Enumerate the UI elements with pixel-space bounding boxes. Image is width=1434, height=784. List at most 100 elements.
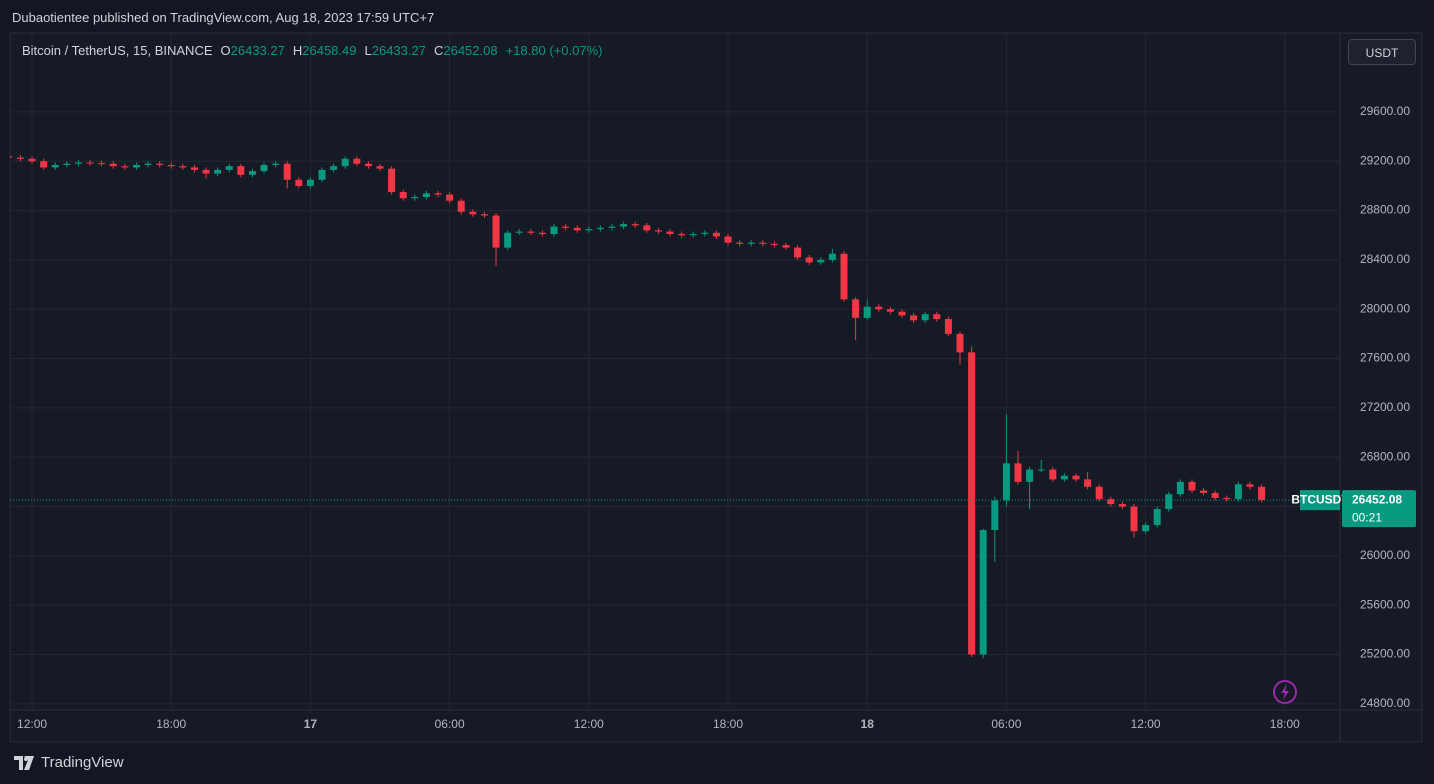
candle-body (330, 166, 338, 170)
candle-body (1060, 475, 1068, 480)
candle-body (260, 164, 268, 172)
candle-body (190, 167, 198, 170)
h-label: H (292, 43, 303, 58)
candle-body (770, 243, 778, 246)
alert-icon[interactable] (1273, 680, 1297, 704)
y-tick-label: 29200.00 (1360, 153, 1410, 167)
candle-body (1188, 481, 1196, 491)
candle-body (1223, 497, 1231, 500)
candle-body (886, 309, 894, 312)
candle-body (1258, 486, 1266, 501)
candle-body (631, 224, 639, 226)
x-tick-label: 12:00 (574, 717, 604, 731)
candle-body (86, 162, 94, 164)
candle-body (979, 529, 987, 655)
candle-body (376, 166, 384, 169)
candle-body (1200, 490, 1208, 493)
candle-body (573, 227, 581, 231)
y-tick-label: 25200.00 (1360, 647, 1410, 661)
y-tick-label: 27600.00 (1360, 351, 1410, 365)
candle-body (237, 166, 245, 175)
symbol-tag (1300, 490, 1340, 511)
candle-body (28, 158, 36, 162)
candle-body (736, 242, 744, 244)
candle-body (248, 171, 256, 175)
candle-body (364, 163, 372, 167)
h-value: 26458.49 (302, 43, 357, 58)
candle-body (422, 193, 430, 198)
ohlc-legend: Bitcoin / TetherUS, 15, BINANCE O 26433.2… (22, 43, 602, 58)
candle-body (98, 163, 106, 165)
candle-body (1211, 492, 1219, 498)
candle-body (840, 253, 848, 300)
candle-body (1095, 486, 1103, 500)
candle-body (457, 200, 465, 212)
candle-body (156, 163, 164, 165)
y-tick-label: 29600.00 (1360, 104, 1410, 118)
candle-body (434, 193, 442, 195)
brand-logo (14, 755, 34, 770)
candle-body (515, 231, 523, 233)
candle-body (1084, 479, 1092, 487)
y-tick-label: 28400.00 (1360, 252, 1410, 266)
candle-body (144, 163, 152, 165)
candle-body (411, 197, 419, 199)
symbol-tag-text: BTCUSDT (1291, 492, 1349, 506)
candle-body (527, 231, 535, 233)
candle-body (272, 163, 280, 165)
candle-body (1142, 525, 1150, 532)
candle-body (817, 259, 825, 263)
candle-body (63, 163, 71, 165)
candle-body (1153, 508, 1161, 526)
candle-body (1118, 504, 1126, 507)
chart-frame (9, 32, 1423, 743)
candle-body (1014, 463, 1022, 482)
brand: TradingView (14, 754, 124, 771)
candle-body (1026, 469, 1034, 482)
candle-body (109, 163, 117, 167)
candle-body (933, 314, 941, 320)
y-tick-label: 25600.00 (1360, 597, 1410, 611)
y-tick-label: 26000.00 (1360, 548, 1410, 562)
x-tick-label: 12:00 (1131, 717, 1161, 731)
candle-body (1130, 506, 1138, 532)
candle-body (480, 214, 488, 216)
candle-body (724, 236, 732, 243)
candle-body (875, 306, 883, 310)
candle-body (179, 166, 187, 168)
candle-body (782, 245, 790, 248)
candle-body (550, 226, 558, 235)
candle-body (504, 232, 512, 248)
candle-body (596, 227, 604, 230)
x-tick-label: 06:00 (435, 717, 465, 731)
brand-name: TradingView (41, 754, 124, 771)
y-tick-label: 28800.00 (1360, 203, 1410, 217)
candle-body (10, 156, 13, 158)
candle-body (388, 168, 396, 193)
countdown: 00:21 (1352, 510, 1382, 524)
y-tick-label: 24800.00 (1360, 696, 1410, 710)
candle-body (1049, 469, 1057, 480)
candle-body (1002, 463, 1010, 501)
l-label: L (364, 43, 372, 58)
candle-body (701, 232, 709, 235)
candle-body (132, 164, 140, 168)
candle-body (295, 179, 303, 186)
candle-body (863, 306, 871, 318)
c-value: 26452.08 (443, 43, 498, 58)
candle-body (562, 226, 570, 228)
x-tick-label: 06:00 (991, 717, 1021, 731)
currency-button[interactable]: USDT (1348, 39, 1416, 65)
candle-body (678, 234, 686, 236)
candle-body (16, 157, 24, 159)
candle-body (1037, 469, 1045, 471)
candle-body (654, 230, 662, 232)
candle-body (608, 226, 616, 228)
candle-body (341, 158, 349, 167)
candle-body (852, 299, 860, 318)
c-label: C (433, 43, 444, 58)
o-value: 26433.27 (230, 43, 285, 58)
candle-body (353, 158, 361, 164)
candle-body (1107, 499, 1115, 505)
